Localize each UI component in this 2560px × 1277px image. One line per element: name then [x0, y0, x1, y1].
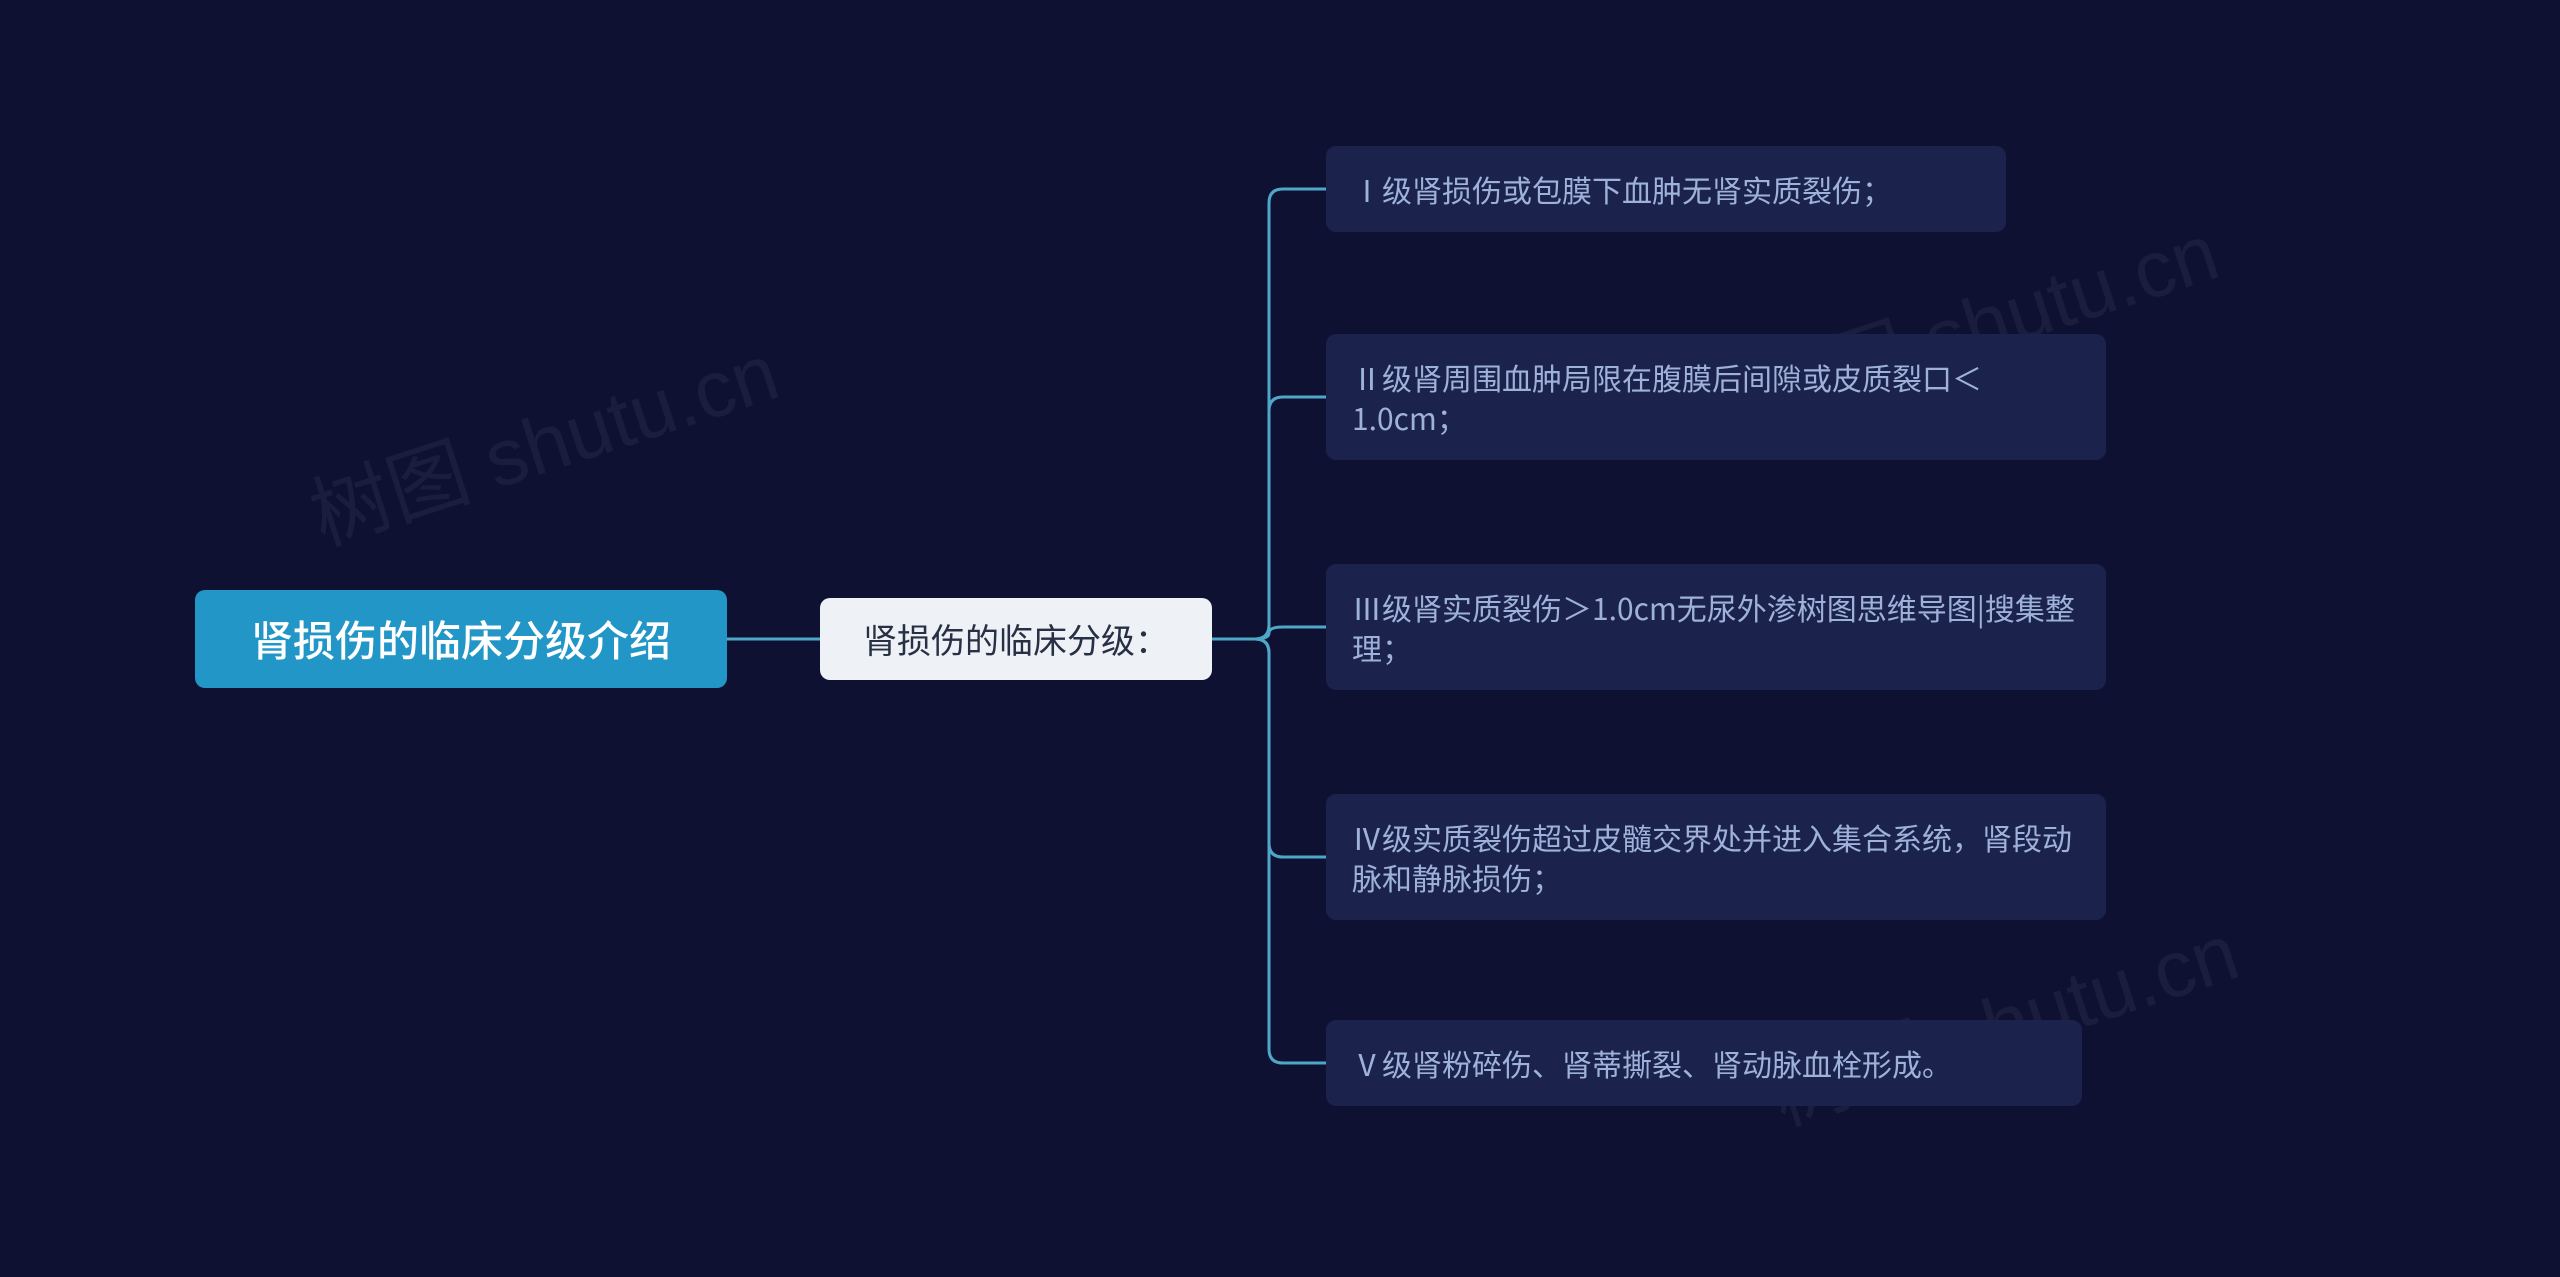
leaf-label: Ⅴ级肾粉碎伤、肾蒂撕裂、肾动脉血栓形成。: [1352, 1043, 1952, 1084]
leaf-node[interactable]: Ⅲ级肾实质裂伤＞1.0cm无尿外渗树图思维导图|搜集整理；: [1326, 564, 2106, 690]
leaf-node[interactable]: Ⅰ级肾损伤或包膜下血肿无肾实质裂伤；: [1326, 146, 2006, 232]
root-node[interactable]: 肾损伤的临床分级介绍: [195, 590, 727, 688]
mid-label: 肾损伤的临床分级：: [863, 616, 1169, 662]
watermark: 树图 shutu.cn: [294, 308, 791, 568]
leaf-node[interactable]: Ⅳ级实质裂伤超过皮髓交界处并进入集合系统，肾段动脉和静脉损伤；: [1326, 794, 2106, 920]
leaf-label: Ⅳ级实质裂伤超过皮髓交界处并进入集合系统，肾段动脉和静脉损伤；: [1352, 817, 2080, 898]
leaf-label: Ⅰ级肾损伤或包膜下血肿无肾实质裂伤；: [1352, 169, 1892, 210]
leaf-label: Ⅱ级肾周围血肿局限在腹膜后间隙或皮质裂口＜1.0cm；: [1352, 357, 2080, 438]
leaf-label: Ⅲ级肾实质裂伤＞1.0cm无尿外渗树图思维导图|搜集整理；: [1352, 587, 2080, 668]
mid-node[interactable]: 肾损伤的临床分级：: [820, 598, 1212, 680]
leaf-node[interactable]: Ⅱ级肾周围血肿局限在腹膜后间隙或皮质裂口＜1.0cm；: [1326, 334, 2106, 460]
root-label: 肾损伤的临床分级介绍: [251, 611, 671, 668]
mindmap-canvas: 树图 shutu.cn 树图 shutu.cn 树图 shutu.cn 肾损伤的…: [0, 0, 2560, 1277]
leaf-node[interactable]: Ⅴ级肾粉碎伤、肾蒂撕裂、肾动脉血栓形成。: [1326, 1020, 2082, 1106]
watermark: 树图 shutu.cn: [1754, 888, 2251, 1148]
